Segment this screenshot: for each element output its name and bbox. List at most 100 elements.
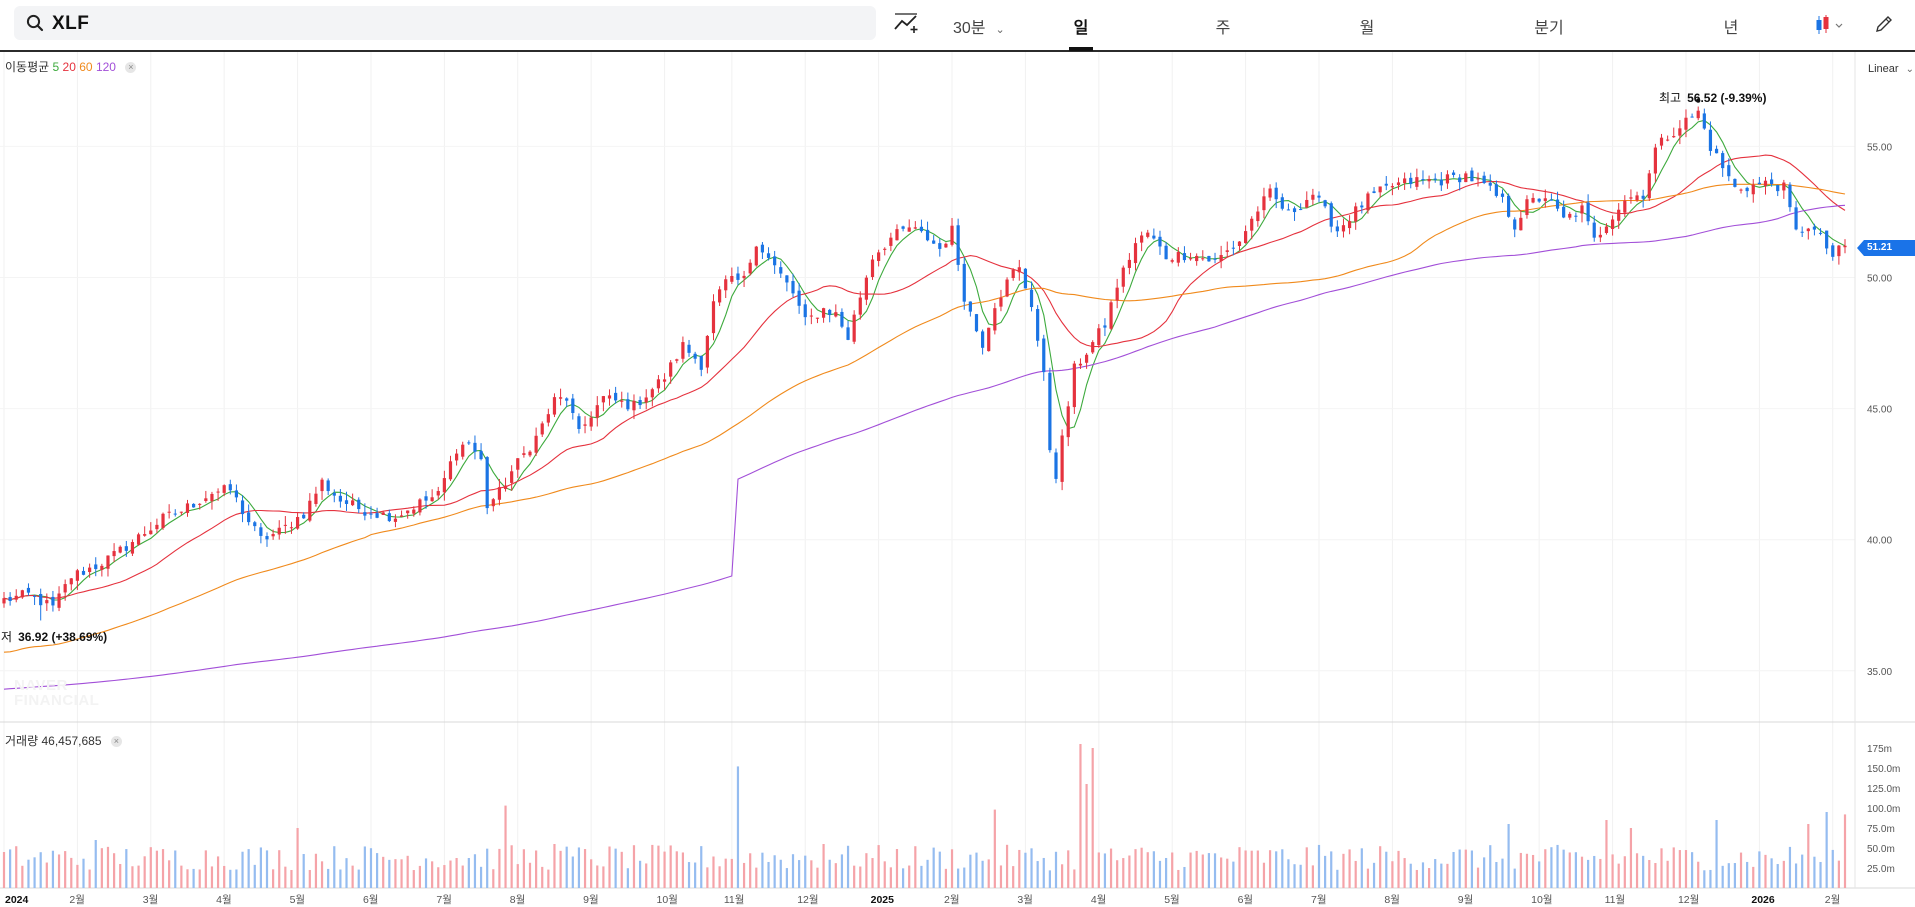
volume-bar — [1281, 849, 1284, 888]
volume-bar — [926, 859, 929, 888]
candle-up — [883, 248, 887, 250]
candle-up — [130, 542, 135, 554]
chevron-down-icon: ⌄ — [1905, 64, 1915, 75]
candle-up — [1311, 194, 1315, 200]
candle-down — [1231, 247, 1235, 249]
volume-bar — [1152, 851, 1155, 888]
volume-bar — [1458, 849, 1461, 888]
ma120-line — [3, 204, 1846, 690]
volume-bar — [1574, 852, 1577, 888]
candle-up — [20, 590, 24, 598]
volume-bar — [901, 868, 905, 888]
candle-down — [39, 594, 43, 606]
volume-bar — [1519, 852, 1522, 888]
close-icon[interactable]: × — [125, 62, 137, 73]
candle-up — [516, 458, 520, 470]
symbol-search-box[interactable]: XLF — [14, 6, 876, 40]
candle-up — [1225, 250, 1229, 252]
volume-bar — [1709, 869, 1712, 888]
volume-bar — [1354, 860, 1357, 888]
volume-bar — [785, 868, 788, 888]
candle-up — [718, 289, 722, 303]
candle-up — [381, 512, 385, 515]
tab-week[interactable]: 주 — [1215, 20, 1231, 37]
candle-up — [950, 225, 954, 245]
time-tick-label: 12월 — [797, 894, 818, 906]
candle-up — [399, 515, 404, 517]
candle-up — [491, 499, 495, 507]
candle-down — [1812, 226, 1817, 230]
candle-up — [944, 243, 948, 248]
candle-up — [1115, 287, 1119, 301]
candle-down — [1384, 183, 1388, 186]
volume-bar — [1495, 862, 1498, 888]
candle-down — [1770, 179, 1774, 185]
volume-bar — [235, 869, 238, 888]
candlestick-icon[interactable] — [1815, 14, 1849, 41]
volume-legend-title: 거래량 — [5, 734, 39, 748]
tab-year[interactable]: 년 — [1723, 20, 1739, 37]
volume-bar — [2, 852, 6, 888]
volume-bar — [645, 863, 648, 888]
candle-up — [418, 499, 422, 513]
volume-bar — [1336, 869, 1339, 888]
candle-up — [595, 405, 599, 418]
volume-bar — [455, 857, 458, 888]
candle-down — [1788, 184, 1792, 208]
candle-up — [314, 493, 318, 504]
candle-up — [149, 530, 153, 535]
tab-month[interactable]: 월 — [1359, 20, 1375, 37]
time-tick-label: 5월 — [290, 894, 306, 906]
volume-bar — [516, 864, 519, 888]
chart-indicator-add-icon[interactable] — [894, 12, 920, 39]
volume-bar — [1593, 855, 1596, 888]
candle-up — [1060, 435, 1064, 482]
candle-up — [1244, 231, 1248, 244]
volume-bar — [272, 869, 275, 888]
volume-bar — [694, 862, 697, 888]
candle-up — [1476, 178, 1480, 180]
candle-up — [913, 227, 917, 229]
candle-up — [534, 435, 538, 453]
time-tick-label: 2월 — [944, 894, 960, 906]
volume-bar — [1746, 861, 1749, 888]
volume-bar — [749, 853, 752, 888]
candle-down — [1537, 198, 1541, 202]
candle-down — [1274, 187, 1278, 200]
candle-up — [607, 395, 612, 399]
scale-mode-dropdown[interactable]: Linear ⌄ — [1868, 63, 1914, 75]
candle-up — [204, 498, 208, 502]
candle-down — [51, 596, 55, 606]
tab-day[interactable]: 일 — [1073, 20, 1089, 37]
volume-bar — [742, 862, 746, 888]
candle-up — [308, 500, 312, 521]
candle-up — [620, 400, 624, 402]
volume-bar — [308, 869, 311, 888]
volume-bar — [1672, 847, 1675, 888]
volume-bar — [1678, 850, 1681, 888]
candle-up — [987, 327, 991, 352]
volume-bar — [1164, 857, 1168, 888]
volume-bar — [938, 851, 941, 888]
volume-bar — [375, 853, 379, 888]
candle-up — [69, 578, 73, 585]
volume-bar — [467, 858, 470, 888]
candle-up — [895, 229, 899, 241]
volume-bar — [1739, 852, 1743, 888]
close-icon[interactable]: × — [110, 736, 122, 747]
volume-bar — [327, 868, 330, 888]
interval-dropdown[interactable]: 30분 ⌄ — [953, 14, 1005, 38]
candle-up — [1837, 245, 1841, 257]
volume-bar — [1256, 850, 1259, 888]
volume-tick-label: 25.0m — [1867, 864, 1895, 875]
volume-bar — [1550, 847, 1553, 888]
volume-legend: 거래량 46,457,685 × — [5, 732, 122, 749]
tab-quarter[interactable]: 분기 — [1534, 20, 1564, 37]
candle-down — [791, 281, 795, 294]
volume-bar — [950, 849, 954, 888]
volume-bar — [88, 869, 91, 888]
pencil-icon[interactable] — [1874, 14, 1894, 39]
high-marker — [1696, 98, 1701, 103]
symbol-input[interactable]: XLF — [52, 13, 90, 34]
